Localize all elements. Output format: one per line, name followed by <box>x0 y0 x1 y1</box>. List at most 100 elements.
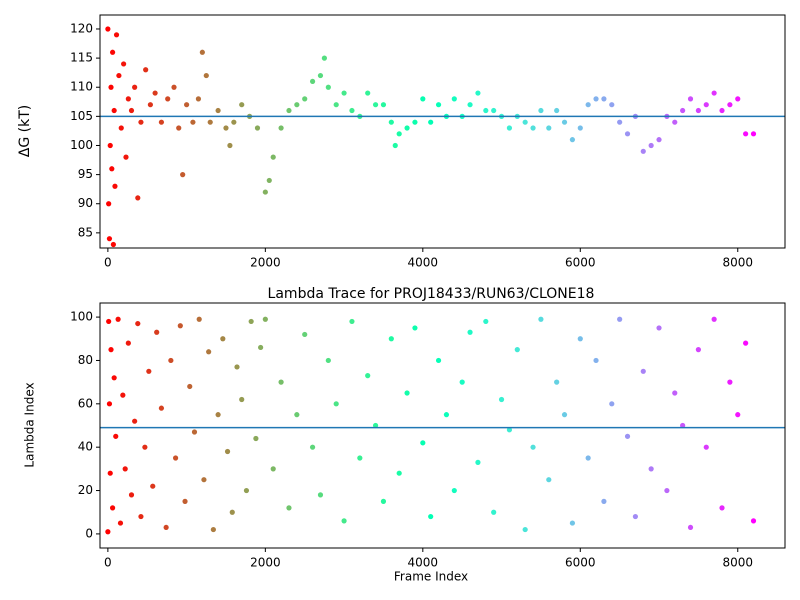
data-point <box>569 520 576 526</box>
data-point <box>317 72 324 79</box>
x-tick-label: 6000 <box>565 256 596 270</box>
data-point <box>105 529 111 535</box>
data-point <box>117 520 124 526</box>
data-point <box>109 505 116 511</box>
data-point <box>224 448 231 455</box>
x-axis-label: Frame Index <box>394 570 468 584</box>
data-point <box>341 90 347 96</box>
data-point <box>120 392 126 398</box>
data-point <box>203 72 209 79</box>
data-point <box>467 329 473 335</box>
data-point <box>220 336 226 342</box>
data-point <box>577 125 583 131</box>
data-point <box>349 107 355 114</box>
data-point <box>554 379 560 385</box>
data-point <box>396 131 402 137</box>
data-point <box>656 325 662 331</box>
data-point <box>601 498 607 504</box>
data-point <box>475 459 481 465</box>
data-point <box>451 487 457 494</box>
data-point <box>593 357 599 364</box>
data-point <box>286 505 292 511</box>
data-point <box>396 470 402 476</box>
data-point <box>428 119 434 125</box>
data-point <box>522 119 528 125</box>
data-point <box>154 329 160 335</box>
data-point <box>262 316 268 322</box>
data-point <box>286 107 292 114</box>
y-tick-label: 40 <box>78 440 93 454</box>
data-point <box>199 49 205 55</box>
data-point <box>569 137 576 143</box>
x-tick-label: 0 <box>104 556 112 570</box>
data-point <box>168 357 174 364</box>
data-point <box>239 102 245 108</box>
data-point <box>302 96 308 102</box>
data-point <box>680 422 686 429</box>
data-point <box>687 96 694 102</box>
data-point <box>138 513 144 520</box>
data-point <box>632 513 639 520</box>
data-point <box>158 119 165 125</box>
data-point <box>380 102 387 108</box>
data-point <box>147 102 153 108</box>
data-point <box>309 78 316 85</box>
plot-frame <box>99 14 786 249</box>
data-point <box>113 32 120 38</box>
data-point <box>640 148 646 154</box>
data-point <box>467 102 473 108</box>
y-tick-label: 100 <box>70 310 93 324</box>
data-point <box>182 498 188 504</box>
data-point <box>270 466 276 472</box>
data-point <box>451 96 457 102</box>
data-point <box>108 347 114 353</box>
y-tick-label: 20 <box>78 483 93 497</box>
x-tick-label: 4000 <box>408 556 439 570</box>
data-point <box>115 316 121 322</box>
data-point <box>672 390 678 396</box>
y-axis-label: Lambda Index <box>23 382 37 467</box>
data-point <box>506 427 513 433</box>
data-point <box>106 401 113 407</box>
data-point <box>546 125 552 131</box>
data-point <box>601 96 607 102</box>
y-tick-label: 85 <box>78 225 93 239</box>
data-point <box>561 412 568 418</box>
data-point <box>172 455 179 461</box>
data-point <box>687 524 694 531</box>
data-point <box>695 107 701 114</box>
data-point <box>317 492 324 498</box>
data-point <box>727 379 733 385</box>
x-tick-label: 4000 <box>408 256 439 270</box>
data-point <box>294 412 300 418</box>
data-point <box>122 466 128 472</box>
data-point <box>177 323 183 329</box>
data-point <box>609 401 615 407</box>
data-point <box>107 142 113 149</box>
data-point <box>215 412 221 418</box>
data-point <box>648 466 654 472</box>
x-tick-label: 8000 <box>722 256 753 270</box>
y-tick-label: 120 <box>70 21 93 35</box>
data-point <box>118 125 124 131</box>
data-point <box>349 318 355 325</box>
data-point <box>108 84 114 90</box>
data-point <box>184 102 190 108</box>
data-point <box>617 119 623 125</box>
data-point <box>735 412 741 418</box>
data-point <box>142 444 148 450</box>
data-point <box>750 518 757 524</box>
data-point <box>125 340 131 346</box>
data-point <box>388 336 394 342</box>
data-point <box>561 119 568 125</box>
y-tick-label: 115 <box>70 51 93 65</box>
data-point <box>538 316 544 322</box>
data-point <box>719 505 725 511</box>
data-point <box>309 444 316 450</box>
data-point <box>325 357 331 364</box>
data-point <box>253 435 259 442</box>
data-point <box>703 102 709 108</box>
data-point <box>388 119 394 125</box>
data-point <box>420 96 426 102</box>
y-tick-label: 100 <box>70 138 93 152</box>
